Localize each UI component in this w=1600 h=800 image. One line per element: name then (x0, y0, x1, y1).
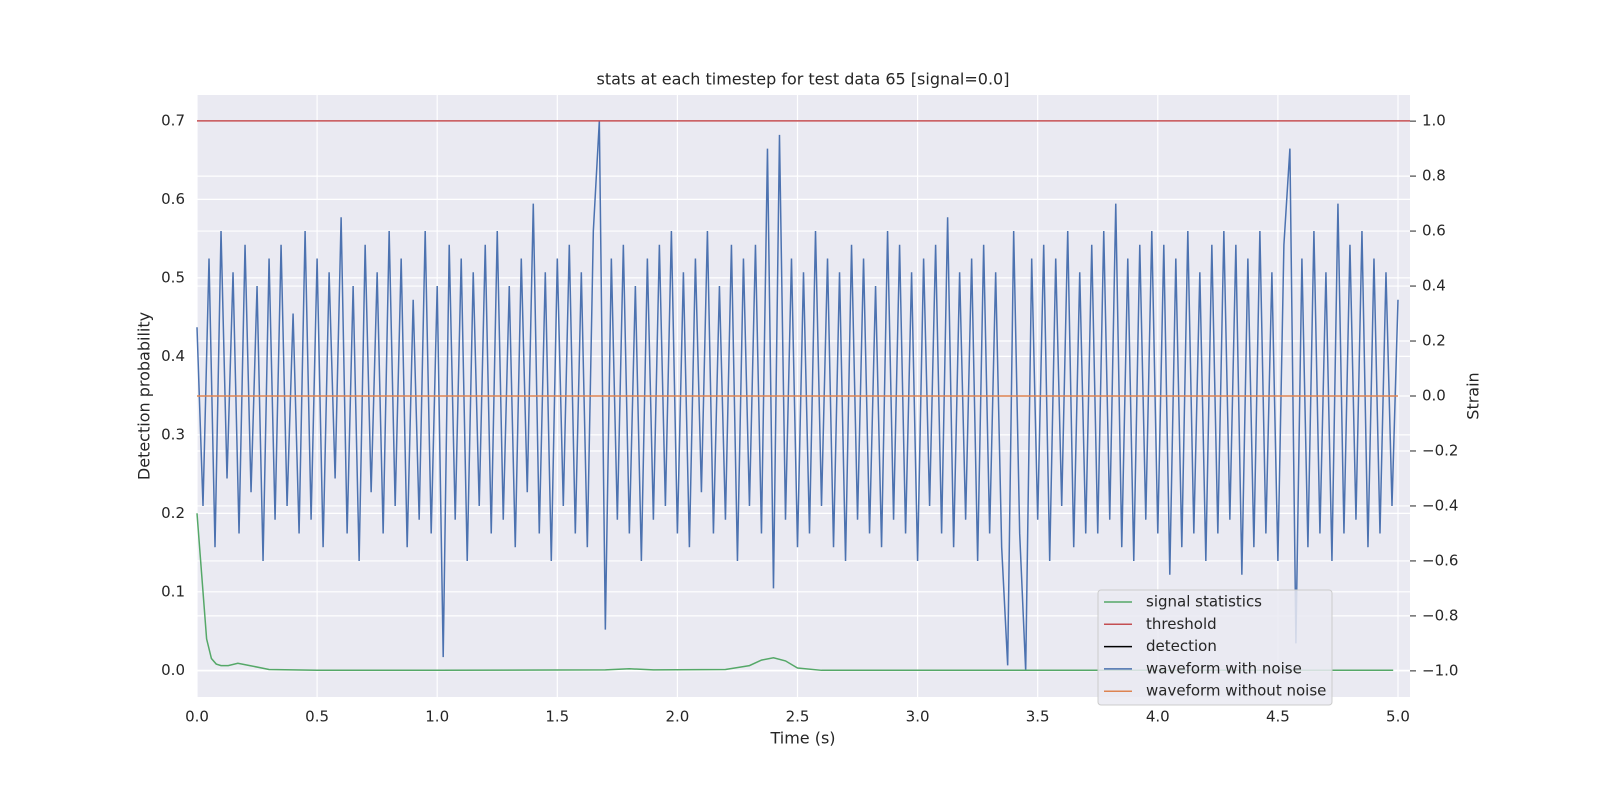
y2-axis-label: Strain (1464, 372, 1483, 419)
y-tick-label: 0.7 (161, 111, 185, 129)
legend-box (1097, 589, 1333, 706)
x-tick-label: 0.5 (305, 708, 329, 726)
x-axis-label: Time (s) (769, 729, 835, 748)
ticks: 0.0 0.5 1.0 1.5 2.0 2.5 3.0 3.5 4.0 4.5 5.0 0.0 0.1 0… (161, 111, 1458, 725)
x-tick-label: 5.0 (1386, 708, 1410, 726)
y2-tick-label: −1.0 (1422, 661, 1458, 679)
y2-tick-label: −0.4 (1422, 496, 1458, 514)
lines (196, 120, 1410, 672)
x-tick-label: 3.0 (906, 708, 930, 726)
legend-label: waveform with noise (1146, 659, 1302, 677)
y2-tick-label: 0.4 (1422, 277, 1446, 295)
y-tick-label: 0.4 (161, 347, 185, 365)
x-tick-label: 1.5 (545, 708, 569, 726)
legend: signal statistics threshold detection wavef… (1097, 589, 1333, 706)
x-tick-label: 2.5 (786, 708, 810, 726)
chart-title: stats at each timestep for test data 65 … (597, 70, 1010, 89)
y2-tick-label: −0.6 (1422, 551, 1458, 569)
legend-label: detection (1146, 637, 1217, 655)
series-line (196, 121, 1399, 671)
y-tick-label: 0.6 (161, 190, 185, 208)
legend-label: waveform without noise (1146, 682, 1326, 700)
series-line (196, 513, 1394, 672)
x-tick-label: 2.0 (665, 708, 689, 726)
y2-tick-label: 0.2 (1422, 332, 1446, 350)
y2-tick-label: 0.8 (1422, 167, 1446, 185)
y-tick-label: 0.0 (161, 661, 185, 679)
y2-tick-label: −0.8 (1422, 606, 1458, 624)
y2-tick-label: 0.6 (1422, 222, 1446, 240)
y-tick-label: 0.1 (161, 582, 185, 600)
y-tick-label: 0.3 (161, 425, 185, 443)
legend-label: signal statistics (1146, 593, 1262, 611)
x-tick-label: 0.0 (185, 708, 209, 726)
y2-tick-label: 0.0 (1422, 387, 1446, 405)
y-axis-label: Detection probability (135, 312, 154, 480)
y2-tick-label: 1.0 (1422, 112, 1446, 130)
y-tick-label: 0.5 (161, 268, 185, 286)
x-tick-label: 1.0 (425, 708, 449, 726)
x-tick-label: 3.5 (1026, 708, 1050, 726)
x-tick-label: 4.5 (1266, 708, 1290, 726)
y-tick-label: 0.2 (161, 504, 185, 522)
y2-tick-label: −0.2 (1422, 441, 1458, 459)
legend-label: threshold (1146, 615, 1217, 633)
x-tick-label: 4.0 (1146, 708, 1170, 726)
